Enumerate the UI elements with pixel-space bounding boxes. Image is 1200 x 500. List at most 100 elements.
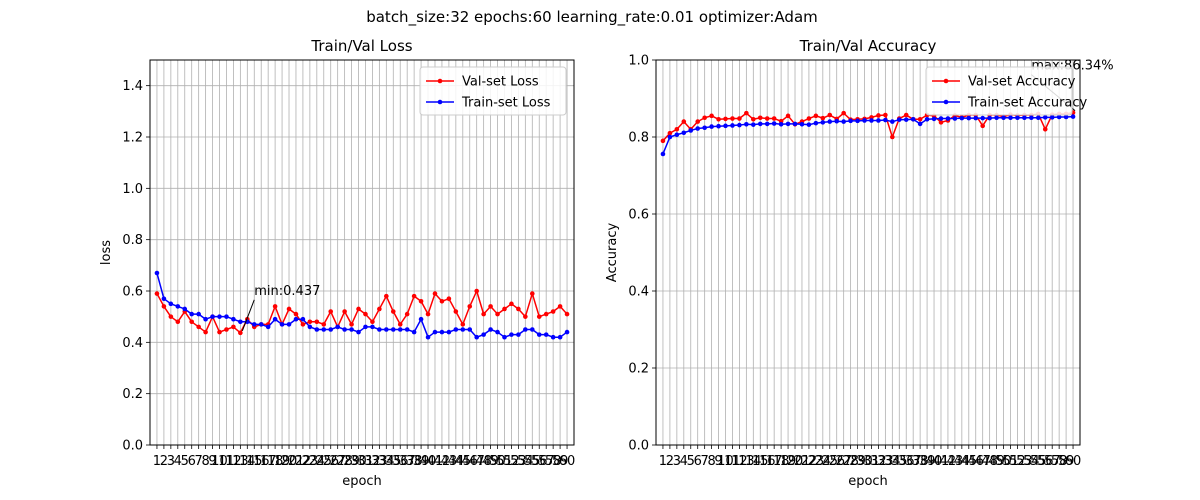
loss-series-train-point [272, 316, 278, 322]
loss-series-train-point [203, 316, 208, 322]
accuracy-series-train-point [771, 121, 777, 126]
accuracy-xtick-label: 29 [849, 454, 866, 469]
loss-series-train-point [564, 329, 570, 335]
accuracy-series-train-point [730, 123, 735, 128]
loss-xtick-label: 48 [475, 454, 492, 469]
loss-xtick-label: 39 [413, 454, 430, 469]
loss-xtick-label: 33 [371, 454, 388, 469]
accuracy-xtick-label: 53 [1016, 454, 1033, 469]
loss-xtick-label: 38 [406, 454, 423, 469]
accuracy-xtick-label: 10 [717, 454, 734, 469]
accuracy-series-val-point [883, 112, 888, 118]
loss-series-val-point [495, 311, 500, 317]
accuracy-series-val-point [709, 113, 714, 119]
accuracy-xtick-label: 19 [780, 454, 797, 469]
loss-series-val-point [488, 304, 493, 309]
accuracy-xtick-label: 51 [1002, 454, 1019, 469]
loss-xtick-label: 41 [427, 454, 444, 469]
loss-series-train-point [390, 327, 396, 332]
accuracy-ytick-label: 0.2 [628, 362, 649, 377]
loss-series-train-point [154, 270, 160, 276]
accuracy-series-val-point [730, 116, 735, 121]
accuracy-series-train-point [917, 121, 923, 127]
loss-xaxis-label: epoch [342, 474, 382, 489]
loss-series-val-point [293, 311, 299, 317]
accuracy-xtick-label: 49 [988, 454, 1005, 469]
loss-series-train-point [196, 311, 201, 317]
loss-series-val-point [286, 306, 292, 312]
accuracy-xtick-label: 32 [870, 454, 887, 469]
accuracy-series-val-point [702, 115, 707, 121]
loss-series-train-point [307, 324, 313, 330]
loss-series-train-point [349, 327, 354, 332]
loss-series-train-point [251, 322, 257, 327]
accuracy-xtick-label: 5 [687, 454, 695, 469]
loss-series-val-point [300, 322, 306, 327]
accuracy-xtick-label: 46 [967, 454, 984, 469]
loss-series-train-point [314, 327, 320, 332]
loss-series-val-point [356, 306, 361, 312]
accuracy-series-train-point [792, 121, 798, 127]
accuracy-series-train-point [695, 126, 701, 131]
loss-series-train-point [543, 332, 549, 337]
loss-series-train-point [446, 329, 452, 335]
loss-series-train-point [397, 327, 403, 332]
loss-series-train-point [335, 324, 340, 330]
accuracy-xtick-label: 31 [863, 454, 880, 469]
accuracy-xtick-label: 7 [701, 454, 709, 469]
loss-ytick-label: 0.8 [122, 233, 143, 248]
loss-xtick-label: 53 [510, 454, 527, 469]
accuracy-series-train-point [952, 116, 958, 121]
loss-annotation-arrow [241, 299, 255, 332]
loss-series-val-line [156, 290, 568, 334]
accuracy-series-val-point [890, 134, 895, 140]
accuracy-xtick-label: 59 [1058, 454, 1075, 469]
loss-series-val-point [502, 306, 507, 312]
loss-series-train-point [356, 329, 361, 335]
accuracy-xtick-label: 1 [659, 454, 667, 469]
loss-series-val-point [460, 322, 466, 327]
loss-xtick-label: 20 [281, 454, 298, 469]
loss-series-train-point [557, 334, 563, 340]
loss-xtick-label: 13 [232, 454, 249, 469]
accuracy-xtick-label: 15 [752, 454, 769, 469]
accuracy-xtick-label: 44 [954, 454, 971, 469]
loss-series-train-point [258, 322, 264, 327]
accuracy-legend-train-label: Train-set Accuracy [967, 96, 1088, 111]
loss-xtick-label: 32 [364, 454, 381, 469]
loss-xtick-label: 2 [160, 454, 168, 469]
loss-series-train-point [224, 314, 229, 319]
loss-series-val-point [509, 301, 514, 307]
accuracy-series-train-point [709, 124, 714, 129]
accuracy-series-train-point [674, 132, 680, 137]
loss-series-val-point [384, 293, 389, 299]
loss-series-train-point [377, 327, 382, 332]
loss-series-val-point [189, 319, 195, 325]
loss-series-train-point [217, 314, 222, 319]
loss-series-train-point [231, 316, 236, 322]
loss-xtick-label: 50 [489, 454, 506, 469]
loss-series-val-point [224, 327, 229, 332]
accuracy-series-val-point [1042, 127, 1048, 132]
loss-ytick-label: 0.6 [122, 285, 143, 300]
accuracy-series-train-point [827, 119, 833, 124]
loss-xtick-label: 45 [455, 454, 472, 469]
accuracy-series-train-point [869, 118, 874, 123]
loss-series-val-point [175, 319, 181, 325]
loss-xtick-label: 22 [295, 454, 312, 469]
accuracy-xtick-label: 6 [694, 454, 702, 469]
loss-series-train-point [516, 332, 521, 337]
loss-series-val-point [390, 309, 396, 314]
loss-series-val-point [536, 314, 542, 319]
loss-ytick-label: 1.4 [122, 79, 143, 94]
loss-axes-frame [149, 59, 575, 446]
loss-series-val-point [328, 309, 334, 314]
accuracy-xtick-label: 27 [835, 454, 852, 469]
loss-series-val-point [529, 291, 535, 296]
accuracy-ytick-label: 0.8 [628, 131, 649, 146]
accuracy-xtick-label: 38 [912, 454, 929, 469]
accuracy-axes-frame [655, 59, 1081, 446]
accuracy-series-train-point [931, 116, 937, 122]
loss-series-val-point [564, 311, 570, 317]
loss-series-train-point [509, 332, 514, 337]
